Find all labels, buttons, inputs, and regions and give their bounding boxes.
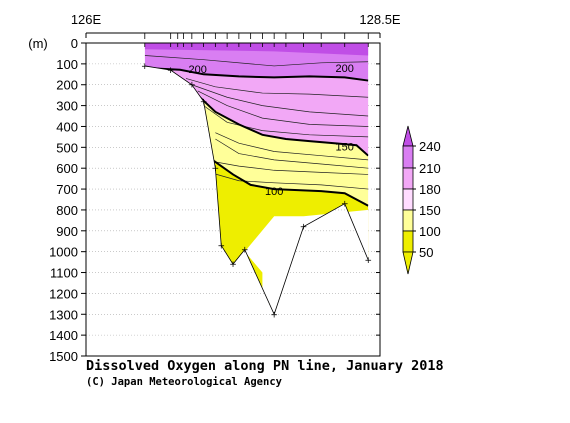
station-marker: +: [167, 66, 175, 76]
contour-line-100: [203, 152, 369, 207]
copyright-credit: (C) Japan Meteorological Agency: [86, 376, 282, 388]
colorbar-swatch: [402, 188, 414, 211]
colorbar-swatch: [402, 209, 414, 232]
y-tick-label: 800: [56, 203, 78, 218]
y-tick-label: 1000: [49, 245, 78, 260]
x-axis-left-label: 126E: [71, 12, 102, 27]
y-tick-label: 0: [71, 36, 78, 51]
contour-line: [215, 138, 369, 169]
colorbar-top-arrow: [402, 125, 414, 147]
colorbar-swatch: [402, 167, 414, 190]
station-marker: +: [341, 200, 349, 210]
station-marker: +: [229, 260, 237, 270]
y-tick-label: 1100: [50, 266, 78, 281]
colorbar-legend: 240 210 180 150 100 50: [402, 125, 441, 275]
contour-line: [215, 132, 369, 161]
colorbar-swatch: [402, 145, 414, 169]
y-tick-label: 100: [56, 57, 78, 72]
y-tick-label: 700: [56, 182, 78, 197]
y-axis-unit-label: (m): [28, 36, 48, 51]
y-tick-label: 900: [56, 224, 78, 239]
station-marker: +: [241, 246, 249, 256]
band-above-240: [144, 43, 369, 56]
band-180-210: [144, 68, 369, 156]
colorbar-swatch: [402, 230, 414, 253]
contour-line: [144, 55, 369, 67]
oxygen-fill-layer: [144, 43, 369, 315]
y-tick-label: 1200: [49, 286, 78, 301]
contour-lines-layer: 200 200 150 100: [144, 55, 369, 207]
station-marker: +: [300, 223, 308, 233]
station-marker: +: [188, 81, 196, 91]
contour-line: [203, 105, 369, 138]
contour-line-200: [144, 67, 369, 82]
contour-label-150: 150: [336, 141, 354, 153]
y-tick-label: 400: [56, 119, 78, 134]
colorbar-label-210: 210: [419, 161, 441, 176]
station-marker: +: [141, 62, 149, 72]
contour-label-100: 100: [265, 186, 283, 198]
contour-line: [191, 84, 369, 117]
x-axis-right-label: 128.5E: [359, 12, 401, 27]
bottom-profile-layer: + + + + + + + + + + + +: [141, 62, 372, 320]
colorbar-label-100: 100: [419, 224, 441, 239]
station-marker: +: [200, 97, 208, 107]
colorbar-label-240: 240: [419, 139, 441, 154]
station-marker: +: [364, 256, 372, 266]
bottom-line: [144, 65, 369, 316]
contour-line: [203, 159, 369, 175]
station-marker: +: [217, 241, 225, 251]
colorbar-label-50: 50: [419, 245, 433, 260]
contour-line-150: [197, 94, 369, 157]
y-tick-label: 300: [56, 99, 78, 114]
y-tick-label: 600: [56, 161, 78, 176]
colorbar-bottom-arrow: [402, 251, 414, 275]
station-marker: +: [212, 164, 220, 174]
colorbar-label-150: 150: [419, 203, 441, 218]
y-tick-label: 500: [56, 140, 78, 155]
y-tick-label: 1500: [49, 349, 78, 364]
contour-label-200: 200: [336, 63, 354, 75]
contour-label-200: 200: [189, 64, 207, 76]
contour-line: [197, 90, 369, 127]
colorbar-label-180: 180: [419, 182, 441, 197]
contour-line: [209, 172, 369, 190]
y-tick-label: 1400: [49, 328, 78, 343]
chart-title: Dissolved Oxygen along PN line, January …: [86, 358, 444, 374]
plot-frame: [85, 42, 381, 357]
y-tick-label: 1300: [49, 307, 78, 322]
contour-line: [185, 78, 369, 98]
clipped-fill: [144, 43, 369, 315]
y-tick-label: 200: [56, 78, 78, 93]
station-marker: +: [270, 310, 278, 320]
axis-layer: 126E 128.5E (m) 0 100 200 300 400 500 600 700 800 90…: [28, 12, 401, 364]
